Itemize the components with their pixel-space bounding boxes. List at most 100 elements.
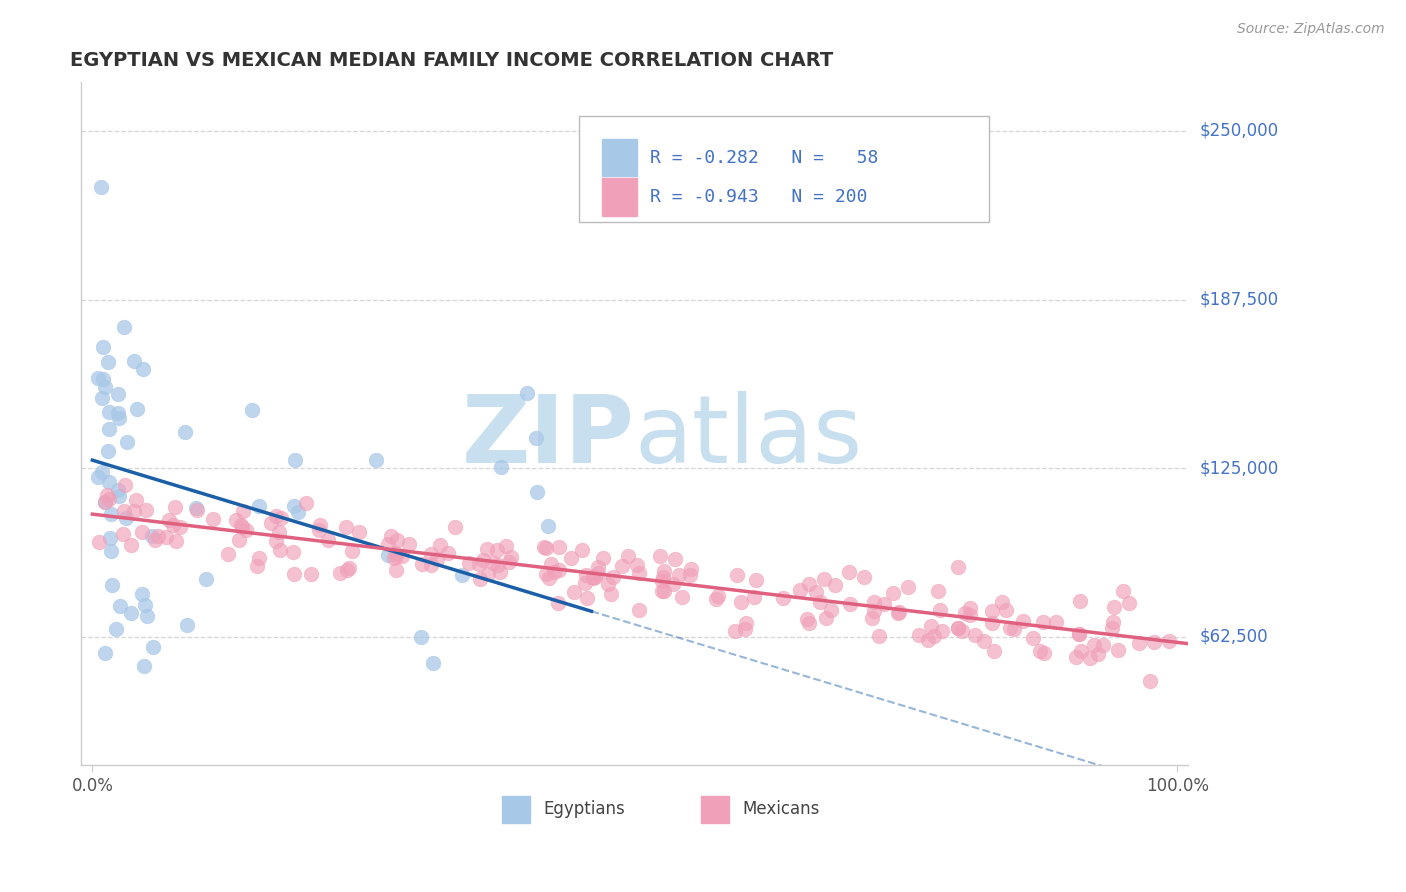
Point — [1159, 634, 1181, 648]
Point — [94, 646, 117, 660]
Point — [225, 513, 247, 527]
Point — [97, 475, 120, 490]
Point — [165, 533, 187, 548]
Point — [1045, 615, 1067, 630]
Point — [1142, 635, 1164, 649]
Point — [146, 529, 169, 543]
Point — [134, 659, 156, 673]
Point — [94, 495, 117, 509]
Point — [1118, 596, 1140, 610]
Point — [907, 628, 929, 642]
Point — [586, 559, 609, 574]
Point — [547, 541, 569, 555]
Point — [186, 503, 208, 517]
Point — [90, 180, 112, 194]
Point — [470, 572, 492, 586]
Bar — [702, 796, 728, 823]
Point — [132, 361, 155, 376]
Point — [329, 566, 352, 581]
Point — [97, 443, 120, 458]
Point — [973, 634, 995, 648]
Point — [97, 354, 120, 368]
Point — [135, 608, 157, 623]
Point — [651, 574, 673, 588]
Point — [266, 509, 288, 524]
Bar — [502, 796, 530, 823]
Point — [575, 591, 598, 605]
Point — [820, 603, 842, 617]
Point — [385, 563, 408, 577]
Point — [950, 624, 973, 639]
Point — [91, 371, 114, 385]
Point — [94, 495, 117, 509]
Point — [596, 577, 619, 591]
Point — [592, 550, 614, 565]
Point — [240, 403, 263, 417]
Point — [924, 629, 946, 643]
Bar — [602, 139, 637, 177]
Point — [797, 616, 820, 631]
Point — [526, 485, 548, 500]
Point — [377, 537, 399, 551]
Point — [564, 585, 586, 599]
Point — [946, 621, 969, 635]
Point — [920, 618, 942, 632]
Point — [602, 569, 624, 583]
Point — [734, 623, 756, 637]
Point — [385, 549, 408, 563]
Point — [582, 571, 605, 585]
Point — [477, 542, 499, 557]
Point — [1104, 600, 1126, 615]
Point — [125, 402, 148, 417]
Point — [533, 541, 555, 555]
Point — [269, 542, 291, 557]
Point — [863, 603, 886, 617]
Point — [582, 570, 605, 584]
Point — [868, 629, 890, 643]
Point — [391, 549, 413, 564]
Point — [897, 580, 920, 594]
Point — [247, 551, 270, 566]
Point — [724, 624, 747, 639]
Point — [247, 500, 270, 514]
Point — [444, 520, 467, 534]
Point — [299, 566, 322, 581]
Point — [477, 567, 499, 582]
Point — [100, 543, 122, 558]
Point — [838, 598, 860, 612]
Point — [927, 584, 949, 599]
Point — [704, 591, 727, 606]
Point — [955, 606, 977, 620]
Point — [1070, 644, 1092, 658]
Point — [534, 567, 557, 582]
Text: atlas: atlas — [636, 392, 863, 483]
Point — [824, 578, 846, 592]
Text: $62,500: $62,500 — [1199, 628, 1268, 646]
Point — [524, 431, 547, 445]
Point — [384, 546, 406, 560]
Point — [429, 538, 451, 552]
Point — [232, 504, 254, 518]
Point — [91, 465, 114, 479]
Point — [115, 511, 138, 525]
Point — [575, 568, 598, 582]
Point — [727, 568, 749, 582]
Point — [600, 586, 623, 600]
FancyBboxPatch shape — [579, 117, 988, 222]
Point — [486, 558, 509, 572]
Text: Egyptians: Egyptians — [543, 800, 624, 819]
Point — [882, 586, 904, 600]
Point — [772, 591, 794, 606]
Point — [143, 533, 166, 548]
Point — [991, 595, 1014, 609]
Point — [1112, 584, 1135, 599]
Point — [1032, 615, 1054, 629]
Point — [283, 499, 305, 513]
Point — [87, 371, 110, 385]
Point — [863, 595, 886, 609]
Point — [917, 633, 939, 648]
Point — [308, 523, 330, 537]
Point — [813, 572, 835, 586]
Point — [815, 611, 838, 625]
Point — [626, 558, 648, 572]
